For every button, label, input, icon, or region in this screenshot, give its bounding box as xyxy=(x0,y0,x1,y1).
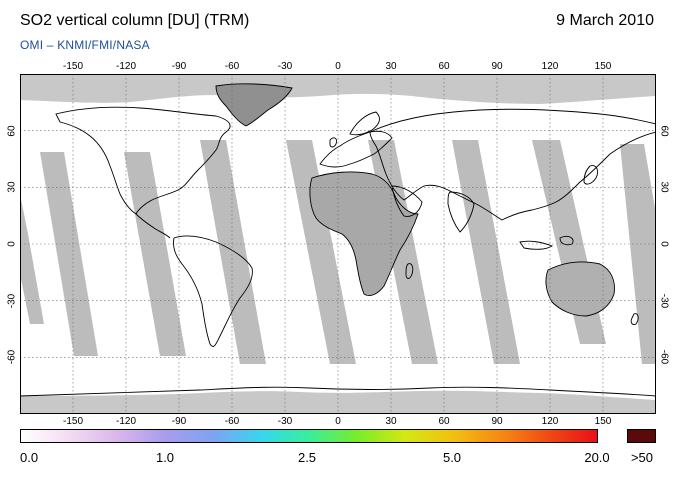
orbit-swath xyxy=(20,194,44,324)
orbit-swath xyxy=(620,144,656,364)
map-title: SO2 vertical column [DU] (TRM) xyxy=(20,12,250,29)
so2-colorbar xyxy=(20,429,598,443)
longitude-tick-label: 150 xyxy=(594,416,612,427)
longitude-tick-label: -150 xyxy=(62,416,84,427)
longitude-tick-label: 90 xyxy=(491,61,503,72)
longitude-tick-label: 0 xyxy=(335,61,341,72)
graticule-grid xyxy=(20,74,656,414)
latitude-tick-label: -30 xyxy=(658,293,670,308)
latitude-tick-label: 0 xyxy=(6,241,18,247)
india-outline xyxy=(447,191,475,233)
longitude-tick-label: -150 xyxy=(62,61,84,72)
latitude-tick-label: 60 xyxy=(6,125,18,137)
orbit-swath xyxy=(40,152,98,356)
latitude-tick-label: -60 xyxy=(658,350,670,365)
colorbar-label: 20.0 xyxy=(584,450,610,465)
colorbar-label: 5.0 xyxy=(442,450,462,465)
antarctica-outline xyxy=(20,386,656,397)
longitude-tick-label: -90 xyxy=(171,416,187,427)
orbit-swath xyxy=(124,152,186,356)
north-america-outline xyxy=(55,106,231,215)
longitude-tick-label: 30 xyxy=(385,416,397,427)
latitude-tick-label: 30 xyxy=(6,181,18,193)
latitude-tick-label: 60 xyxy=(658,125,670,137)
colorbar-label: 2.5 xyxy=(297,450,317,465)
longitude-tick-label: 120 xyxy=(541,416,559,427)
longitude-tick-label: -30 xyxy=(277,416,293,427)
credit-line: OMI – KNMI/FMI/NASA xyxy=(20,38,150,52)
longitude-tick-label: -120 xyxy=(115,61,137,72)
asia-outline xyxy=(369,108,656,221)
madagascar-outline xyxy=(405,263,414,279)
latitude-tick-label: -30 xyxy=(6,293,18,308)
latitude-tick-label: 0 xyxy=(658,241,670,247)
arctic-no-data-region xyxy=(20,74,656,104)
longitude-tick-label: 0 xyxy=(335,416,341,427)
longitude-tick-label: 30 xyxy=(385,61,397,72)
scandinavia-outline xyxy=(349,111,380,136)
longitude-tick-label: -60 xyxy=(224,416,240,427)
longitude-tick-label: -60 xyxy=(224,61,240,72)
latitude-tick-label: 30 xyxy=(658,181,670,193)
arabian-peninsula-outline xyxy=(391,185,423,217)
greenland-outline xyxy=(215,83,293,127)
japan-outline xyxy=(583,165,599,185)
orbit-swath xyxy=(286,140,356,364)
orbit-swath xyxy=(200,140,266,364)
europe-outline xyxy=(319,130,393,168)
orbit-swath xyxy=(452,140,520,364)
colorbar-label: 1.0 xyxy=(155,450,175,465)
colorbar-overflow-swatch xyxy=(627,429,656,443)
so2-world-map xyxy=(20,74,656,414)
colorbar-label: 0.0 xyxy=(20,450,39,465)
colorbar-label: >50 xyxy=(630,450,654,465)
australia-outline xyxy=(545,261,615,317)
longitude-tick-label: 60 xyxy=(438,416,450,427)
new-zealand-outline xyxy=(630,313,639,325)
map-frame xyxy=(20,74,656,414)
longitude-tick-label: 60 xyxy=(438,61,450,72)
central-america-outline xyxy=(135,213,171,239)
longitude-tick-label: 90 xyxy=(491,416,503,427)
map-date: 9 March 2010 xyxy=(556,12,654,29)
longitude-tick-label: 120 xyxy=(541,61,559,72)
longitude-tick-label: -30 xyxy=(277,61,293,72)
british-isles-outline xyxy=(329,137,337,148)
longitude-tick-label: 150 xyxy=(594,61,612,72)
latitude-tick-label: -60 xyxy=(6,350,18,365)
south-america-outline xyxy=(173,235,253,347)
longitude-tick-label: -90 xyxy=(171,61,187,72)
longitude-tick-label: -120 xyxy=(115,416,137,427)
